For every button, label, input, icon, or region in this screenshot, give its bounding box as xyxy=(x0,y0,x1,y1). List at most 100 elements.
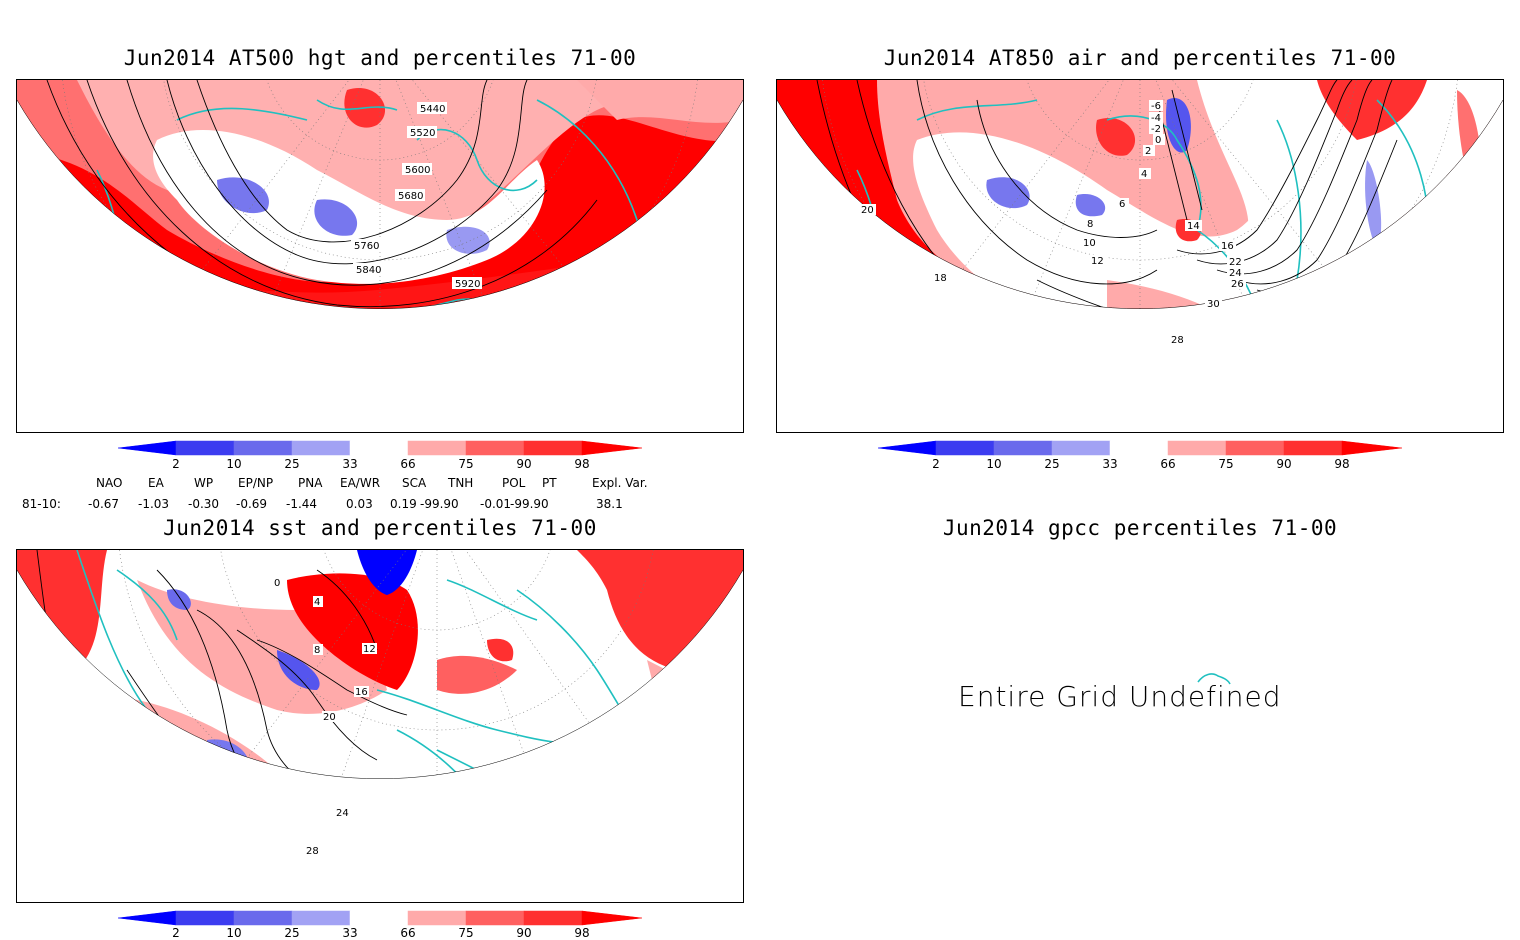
colorbar-segment xyxy=(465,440,525,456)
gpcc-coast-fragment xyxy=(1197,673,1231,685)
colorbar-tick-label: 66 xyxy=(400,926,416,940)
hgt-contour-label: 5440 xyxy=(420,104,445,115)
colorbar-tick-label: 25 xyxy=(284,926,300,940)
air-contour-label: 4 xyxy=(1141,169,1147,180)
hgt-contour-label: 5680 xyxy=(398,191,423,202)
sst-contour-label: 8 xyxy=(314,645,320,656)
hgt-contour-label: 5920 xyxy=(455,279,480,290)
colorbar-sst-labels: 2 10 25 33 66 75 90 98 xyxy=(118,926,642,940)
colorbar-tick-label: 25 xyxy=(1044,457,1060,471)
colorbar-air xyxy=(878,440,1402,456)
map-hgt: 5440 5520 5600 5680 5760 5840 5920 xyxy=(16,79,744,433)
colorbar-tick-label: 10 xyxy=(226,926,242,940)
tele-header: POL xyxy=(502,476,526,490)
air-contour-label: 18 xyxy=(934,273,947,284)
sst-contour-label: 16 xyxy=(355,687,368,698)
colorbar-tick-label: 75 xyxy=(458,457,474,471)
tele-value: 0.03 xyxy=(346,497,373,511)
colorbar-tick-label: 33 xyxy=(342,457,358,471)
tele-value: -99.90 xyxy=(420,497,459,511)
map-air: -6 -4 -2 0 2 4 6 8 10 12 14 16 18 xyxy=(776,79,1504,433)
colorbar-segment xyxy=(523,910,583,926)
sst-contour-label: 28 xyxy=(306,846,319,857)
tele-value: 0.19 xyxy=(390,497,417,511)
colorbar-tick-label: 98 xyxy=(574,457,590,471)
panel-title-air: Jun2014 AT850 air and percentiles 71-00 xyxy=(883,46,1397,70)
hgt-contour-label: 5840 xyxy=(356,265,381,276)
tele-header: EP/NP xyxy=(238,476,274,490)
hgt-contour-label: 5520 xyxy=(410,128,435,139)
tele-header: EA xyxy=(148,476,164,490)
sst-contour-label: 20 xyxy=(323,712,336,723)
colorbar-segment xyxy=(465,910,525,926)
tele-value: -0.01 xyxy=(480,497,512,511)
air-contour-label: 22 xyxy=(1229,257,1242,268)
colorbar-segment xyxy=(523,440,583,456)
tele-header: EA/WR xyxy=(340,476,381,490)
colorbar-tick-label: 2 xyxy=(932,457,940,471)
tele-header: PNA xyxy=(298,476,323,490)
colorbar-tick-label: 90 xyxy=(1276,457,1292,471)
tele-value: -1.03 xyxy=(138,497,170,511)
map-hgt-svg: 5440 5520 5600 5680 5760 5840 5920 xyxy=(17,80,743,309)
colorbar-tick-label: 25 xyxy=(284,457,300,471)
colorbar-hgt-labels: 2 10 25 33 66 75 90 98 xyxy=(118,457,642,471)
colorbar-tick-label: 98 xyxy=(1334,457,1350,471)
colorbar-segment xyxy=(118,440,177,456)
colorbar-tick-label: 10 xyxy=(226,457,242,471)
sst-contour-label: 4 xyxy=(314,597,320,608)
tele-header: NAO xyxy=(96,476,123,490)
colorbar-tick-label: 2 xyxy=(172,457,180,471)
tele-header: Expl. Var. xyxy=(592,476,648,490)
colorbar-segment xyxy=(1051,440,1111,456)
colorbar-segment xyxy=(1109,440,1169,456)
air-contour-label: 28 xyxy=(1171,335,1184,346)
colorbar-sst xyxy=(118,910,642,926)
panel-title-gpcc: Jun2014 gpcc percentiles 71-00 xyxy=(942,516,1338,540)
colorbar-segment xyxy=(349,910,409,926)
tele-row-label: 81-10: xyxy=(22,497,61,511)
colorbar-segment xyxy=(233,440,293,456)
colorbar-hgt xyxy=(118,440,642,456)
tele-value: -1.44 xyxy=(286,497,318,511)
colorbar-tick-label: 33 xyxy=(1102,457,1118,471)
colorbar-segment xyxy=(993,440,1053,456)
sst-contour-label: 12 xyxy=(363,644,376,655)
hgt-contour-label: 5600 xyxy=(405,165,430,176)
air-contour-label: -6 xyxy=(1151,101,1161,112)
tele-header: SCA xyxy=(402,476,427,490)
colorbar-segment xyxy=(291,440,351,456)
tele-value: -0.67 xyxy=(88,497,120,511)
air-contour-label: 6 xyxy=(1119,199,1125,210)
colorbar-segment xyxy=(581,910,642,926)
colorbar-tick-label: 98 xyxy=(574,926,590,940)
air-contour-label: 24 xyxy=(1229,268,1242,279)
tele-value: -0.69 xyxy=(236,497,268,511)
air-contour-label: 20 xyxy=(861,205,874,216)
air-contour-label: -2 xyxy=(1151,124,1161,135)
colorbar-segment xyxy=(118,910,177,926)
tele-value: 38.1 xyxy=(596,497,623,511)
colorbar-segment xyxy=(1283,440,1343,456)
map-sst: 0 4 8 12 16 20 24 28 xyxy=(16,549,744,903)
sst-contour-label: 0 xyxy=(274,578,280,589)
colorbar-tick-label: 66 xyxy=(400,457,416,471)
air-contour-label: 2 xyxy=(1145,146,1151,157)
tele-value: -99.90 xyxy=(510,497,549,511)
colorbar-tick-label: 75 xyxy=(1218,457,1234,471)
colorbar-segment xyxy=(1341,440,1402,456)
colorbar-tick-label: 75 xyxy=(458,926,474,940)
colorbar-segment xyxy=(233,910,293,926)
map-air-svg: -6 -4 -2 0 2 4 6 8 10 12 14 16 18 xyxy=(777,80,1503,346)
colorbar-segment xyxy=(175,910,235,926)
air-contour-label: 26 xyxy=(1231,279,1244,290)
colorbar-tick-label: 66 xyxy=(1160,457,1176,471)
tele-value: -0.30 xyxy=(188,497,220,511)
colorbar-segment xyxy=(175,440,235,456)
air-contour-label: 14 xyxy=(1187,221,1200,232)
colorbar-segment xyxy=(407,440,467,456)
tele-header: PT xyxy=(542,476,557,490)
tele-header: TNH xyxy=(448,476,474,490)
colorbar-tick-label: 33 xyxy=(342,926,358,940)
colorbar-segment xyxy=(1225,440,1285,456)
